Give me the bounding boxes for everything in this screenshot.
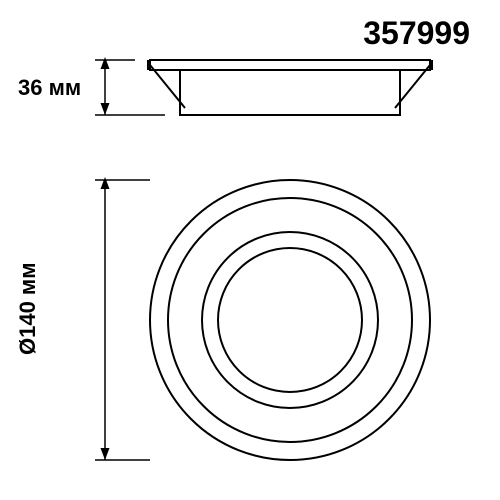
height-dimension bbox=[95, 60, 165, 115]
height-label: 36 мм bbox=[18, 75, 81, 101]
top-view bbox=[150, 180, 430, 460]
side-view bbox=[148, 60, 432, 115]
diameter-label: Ø140 мм bbox=[15, 263, 41, 355]
product-code: 357999 bbox=[363, 15, 470, 52]
diameter-dimension bbox=[95, 180, 150, 460]
